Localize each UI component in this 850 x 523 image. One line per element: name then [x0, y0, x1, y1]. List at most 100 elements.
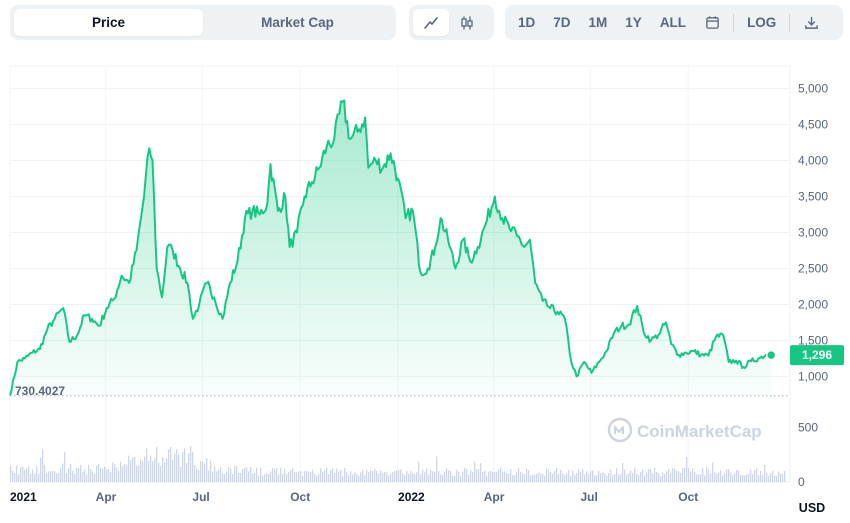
volume-bar [772, 470, 774, 482]
volume-bar [434, 471, 436, 482]
volume-bar [346, 472, 348, 482]
tab-market-cap[interactable]: Market Cap [261, 15, 334, 30]
volume-bar [396, 470, 398, 482]
volume-bar [528, 470, 530, 482]
x-tick-label: Oct [678, 490, 698, 504]
volume-bar [488, 471, 490, 482]
watermark: CoinMarketCap [607, 417, 762, 443]
volume-bar [548, 469, 550, 482]
volume-bar [784, 470, 786, 482]
volume-bar [92, 471, 94, 482]
volume-bar [80, 465, 82, 482]
volume-bar [568, 469, 570, 482]
volume-bar [454, 476, 456, 482]
volume-bar [538, 472, 540, 482]
volume-bar [152, 461, 154, 482]
volume-bar [230, 468, 232, 482]
volume-bar [232, 474, 234, 482]
volume-bar [594, 475, 596, 482]
volume-bar [28, 466, 30, 482]
y-tick-label: 2,000 [798, 297, 828, 311]
volume-bar [690, 471, 692, 482]
volume-bar [728, 469, 730, 482]
currency-label: USD [799, 501, 825, 515]
volume-bar [16, 465, 18, 482]
volume-bar [342, 476, 344, 482]
volume-bar [764, 464, 766, 482]
volume-bar [220, 467, 222, 482]
volume-bar [672, 468, 674, 482]
volume-bar [332, 468, 334, 482]
volume-bar [718, 472, 720, 482]
volume-bar [736, 469, 738, 482]
volume-bar [626, 474, 628, 482]
volume-bar [198, 470, 200, 482]
volume-bar [266, 473, 268, 482]
volume-bar [576, 473, 578, 482]
watermark-text: CoinMarketCap [637, 422, 762, 441]
volume-bar [392, 472, 394, 482]
volume-bar [556, 468, 558, 482]
volume-bar [344, 467, 346, 482]
volume-bar [162, 457, 164, 482]
volume-bar [584, 474, 586, 482]
volume-bar [660, 476, 662, 482]
volume-bar [160, 466, 162, 482]
volume-bar [188, 453, 190, 482]
volume-bar [70, 463, 72, 482]
volume-bar [270, 471, 272, 482]
calendar-icon[interactable] [695, 9, 729, 36]
range-all-button[interactable]: ALL [659, 15, 687, 30]
volume-bar [754, 470, 756, 482]
volume-bar [252, 473, 254, 482]
range-1d-button[interactable]: 1D [518, 15, 536, 30]
volume-bar [712, 462, 714, 482]
candlestick-icon[interactable] [449, 9, 485, 36]
volume-bar [766, 472, 768, 482]
download-icon[interactable] [794, 9, 828, 36]
current-price-dot [765, 349, 777, 361]
volume-bar [338, 471, 340, 482]
volume-bar [278, 474, 280, 482]
volume-bar [296, 472, 298, 482]
volume-bar [652, 473, 654, 482]
volume-bar [644, 475, 646, 482]
tab-price[interactable]: Price [14, 9, 203, 36]
line-chart-icon[interactable] [413, 9, 449, 36]
log-scale-button[interactable]: LOG [747, 15, 777, 30]
volume-bar [696, 474, 698, 482]
volume-bar [436, 456, 438, 482]
x-tick-label: Oct [290, 490, 310, 504]
volume-bar [774, 475, 776, 482]
volume-bar [424, 472, 426, 482]
volume-bar [380, 470, 382, 482]
volume-bar [88, 464, 90, 482]
volume-bar [156, 446, 158, 482]
volume-bar [286, 473, 288, 482]
volume-bar [398, 470, 400, 482]
volume-bar [210, 460, 212, 482]
volume-bar [720, 470, 722, 482]
range-1m-button[interactable]: 1M [588, 15, 608, 30]
volume-bar [150, 455, 152, 482]
volume-bar [288, 472, 290, 482]
range-7d-button[interactable]: 7D [553, 15, 571, 30]
volume-bar [122, 466, 124, 482]
range-1y-button[interactable]: 1Y [625, 15, 642, 30]
volume-bar [318, 474, 320, 482]
volume-bar [522, 473, 524, 482]
volume-bar [530, 475, 532, 482]
volume-bar [402, 473, 404, 482]
volume-bar [562, 473, 564, 482]
volume-bar [42, 448, 44, 482]
volume-bar [94, 474, 96, 482]
volume-bar [360, 472, 362, 482]
volume-bar [308, 471, 310, 482]
volume-bar [248, 471, 250, 482]
volume-bar [620, 474, 622, 482]
volume-bar [376, 471, 378, 482]
volume-bar [770, 473, 772, 482]
volume-bar [226, 471, 228, 482]
volume-bar [542, 473, 544, 482]
